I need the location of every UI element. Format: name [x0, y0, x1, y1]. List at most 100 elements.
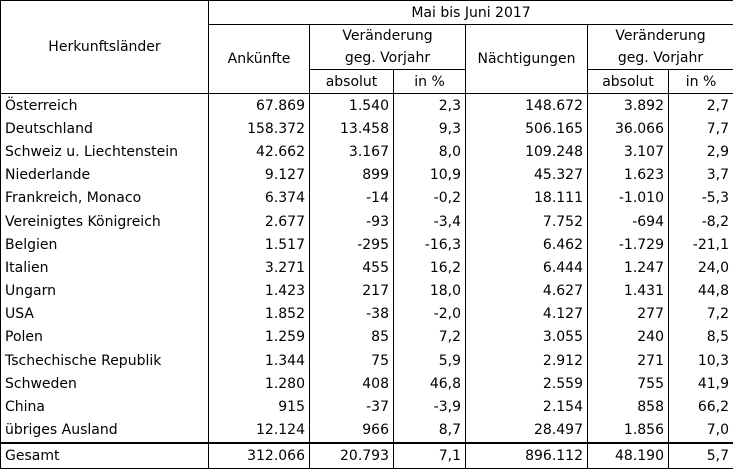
table-row: Deutschland 158.372 13.458 9,3 506.165 36.066…: [0, 117, 733, 141]
table-body: Österreich 67.869 1.540 2,3 148.672 3.892 2,7 D…: [0, 93, 733, 443]
table-row: übriges Ausland 12.124 966 8,7 28.497 1.856 7,…: [0, 418, 733, 443]
origin-header: Herkunftsländer: [0, 0, 209, 94]
total-arrivals-pct: 7,1: [393, 441, 466, 469]
arrivals-absolute-header: absolut: [309, 69, 394, 94]
header-row-columns: Ankünfte Veränderung geg. Vorjahr Nächti…: [1, 24, 733, 94]
header-row-period: Herkunftsländer Mai bis Juni 2017: [0, 0, 733, 94]
nights-value: 2.559: [465, 372, 588, 396]
table-row: China 915 -37 -3,9 2.154 858 66,2: [0, 395, 733, 419]
overnights-percent-header: in %: [667, 69, 733, 94]
nights-value: 2.912: [465, 349, 588, 373]
nights-pct-value: 41,9: [667, 372, 733, 396]
country-name: Polen: [0, 325, 209, 350]
nights-abs-value: 271: [587, 349, 669, 373]
table-row: Belgien 1.517 -295 -16,3 6.462 -1.729 -21,1: [0, 233, 733, 257]
overnights-change-header: Veränderung geg. Vorjahr: [586, 24, 733, 70]
arrivals-value: 1.280: [208, 372, 310, 396]
arrivals-pct-value: -3,4: [393, 209, 466, 234]
nights-pct-value: 7,7: [667, 117, 733, 141]
arrivals-header: Ankünfte: [208, 24, 310, 94]
table-row: Schweden 1.280 408 46,8 2.559 755 41,9: [0, 372, 733, 396]
total-arrivals-abs: 20.793: [309, 441, 394, 469]
arrivals-value: 1.517: [208, 233, 310, 257]
arrivals-pct-value: 7,2: [393, 325, 466, 350]
arrivals-value: 915: [208, 395, 310, 419]
country-name: Österreich: [0, 93, 209, 118]
nights-value: 4.627: [465, 279, 588, 303]
arrivals-value: 12.124: [208, 418, 310, 443]
nights-value: 18.111: [465, 186, 588, 210]
arrivals-abs-value: -37: [309, 395, 394, 419]
nights-pct-value: 2,9: [667, 140, 733, 164]
arrivals-abs-value: 899: [309, 163, 394, 187]
period-header: Mai bis Juni 2017: [207, 0, 733, 25]
nights-pct-value: 3,7: [667, 163, 733, 187]
arrivals-pct-value: 9,3: [393, 117, 466, 141]
arrivals-pct-value: -0,2: [393, 186, 466, 210]
nights-abs-value: 36.066: [587, 117, 669, 141]
nights-abs-value: -1.729: [587, 233, 669, 257]
country-name: Niederlande: [0, 163, 209, 187]
arrivals-value: 1.259: [208, 325, 310, 350]
arrivals-value: 42.662: [208, 140, 310, 164]
table-row: Vereinigtes Königreich 2.677 -93 -3,4 7.752-…: [0, 209, 733, 234]
arrivals-value: 6.374: [208, 186, 310, 210]
table-row: USA 1.852 -38 -2,0 4.127 277 7,2: [0, 302, 733, 326]
nights-abs-value: 1.247: [587, 256, 669, 280]
table-row: Italien 3.271 455 16,2 6.444 1.247 24,0: [0, 256, 733, 280]
arrivals-abs-value: 455: [309, 256, 394, 280]
overnights-absolute-header: absolut: [587, 69, 669, 94]
nights-abs-value: 755: [587, 372, 669, 396]
table-row: Frankreich, Monaco 6.374 -14 -0,2 18.111 -1.0…: [0, 186, 733, 210]
arrivals-abs-value: 13.458: [309, 117, 394, 141]
arrivals-abs-value: -295: [309, 233, 394, 257]
nights-pct-value: 66,2: [667, 395, 733, 419]
nights-value: 3.055: [465, 325, 588, 350]
arrivals-pct-value: 10,9: [393, 163, 466, 187]
nights-value: 4.127: [465, 302, 588, 326]
nights-value: 6.462: [465, 233, 588, 257]
nights-value: 148.672: [465, 93, 588, 118]
arrivals-abs-value: 966: [309, 418, 394, 443]
arrivals-abs-value: 3.167: [309, 140, 394, 164]
total-arrivals: 312.066: [208, 441, 310, 469]
arrivals-change-line2: geg. Vorjahr: [344, 50, 431, 66]
nights-pct-value: 7,0: [667, 418, 733, 443]
arrivals-pct-value: -16,3: [393, 233, 466, 257]
arrivals-value: 158.372: [208, 117, 310, 141]
total-nights-abs: 48.190: [587, 441, 669, 469]
nights-pct-value: 10,3: [667, 349, 733, 373]
nights-pct-value: 44,8: [667, 279, 733, 303]
nights-value: 28.497: [465, 418, 588, 443]
total-nights-pct: 5,7: [667, 441, 733, 469]
total-label: Gesamt: [0, 441, 209, 469]
country-name: China: [0, 395, 209, 419]
arrivals-value: 1.852: [208, 302, 310, 326]
nights-abs-value: 1.431: [587, 279, 669, 303]
nights-abs-value: 1.623: [587, 163, 669, 187]
nights-value: 109.248: [465, 140, 588, 164]
arrivals-pct-value: 8,0: [393, 140, 466, 164]
nights-abs-value: 277: [587, 302, 669, 326]
country-name: Vereinigtes Königreich: [0, 209, 209, 234]
nights-value: 45.327: [465, 163, 588, 187]
nights-pct-value: -8,2: [667, 209, 733, 234]
nights-pct-value: 8,5: [667, 325, 733, 350]
arrivals-value: 2.677: [208, 209, 310, 234]
country-name: Schweiz u. Liechtenstein: [0, 140, 209, 164]
arrivals-value: 67.869: [208, 93, 310, 118]
nights-abs-value: 3.892: [587, 93, 669, 118]
arrivals-value: 1.344: [208, 349, 310, 373]
country-name: Ungarn: [0, 279, 209, 303]
nights-abs-value: -694: [587, 209, 669, 234]
nights-abs-value: 240: [587, 325, 669, 350]
nights-value: 506.165: [465, 117, 588, 141]
overnights-change-line2: geg. Vorjahr: [617, 50, 704, 66]
arrivals-pct-value: 2,3: [393, 93, 466, 118]
arrivals-abs-value: -14: [309, 186, 394, 210]
arrivals-pct-value: 5,9: [393, 349, 466, 373]
total-row: Gesamt 312.066 20.793 7,1 896.112 48.190…: [0, 441, 733, 469]
nights-abs-value: -1.010: [587, 186, 669, 210]
arrivals-pct-value: 46,8: [393, 372, 466, 396]
nights-value: 6.444: [465, 256, 588, 280]
